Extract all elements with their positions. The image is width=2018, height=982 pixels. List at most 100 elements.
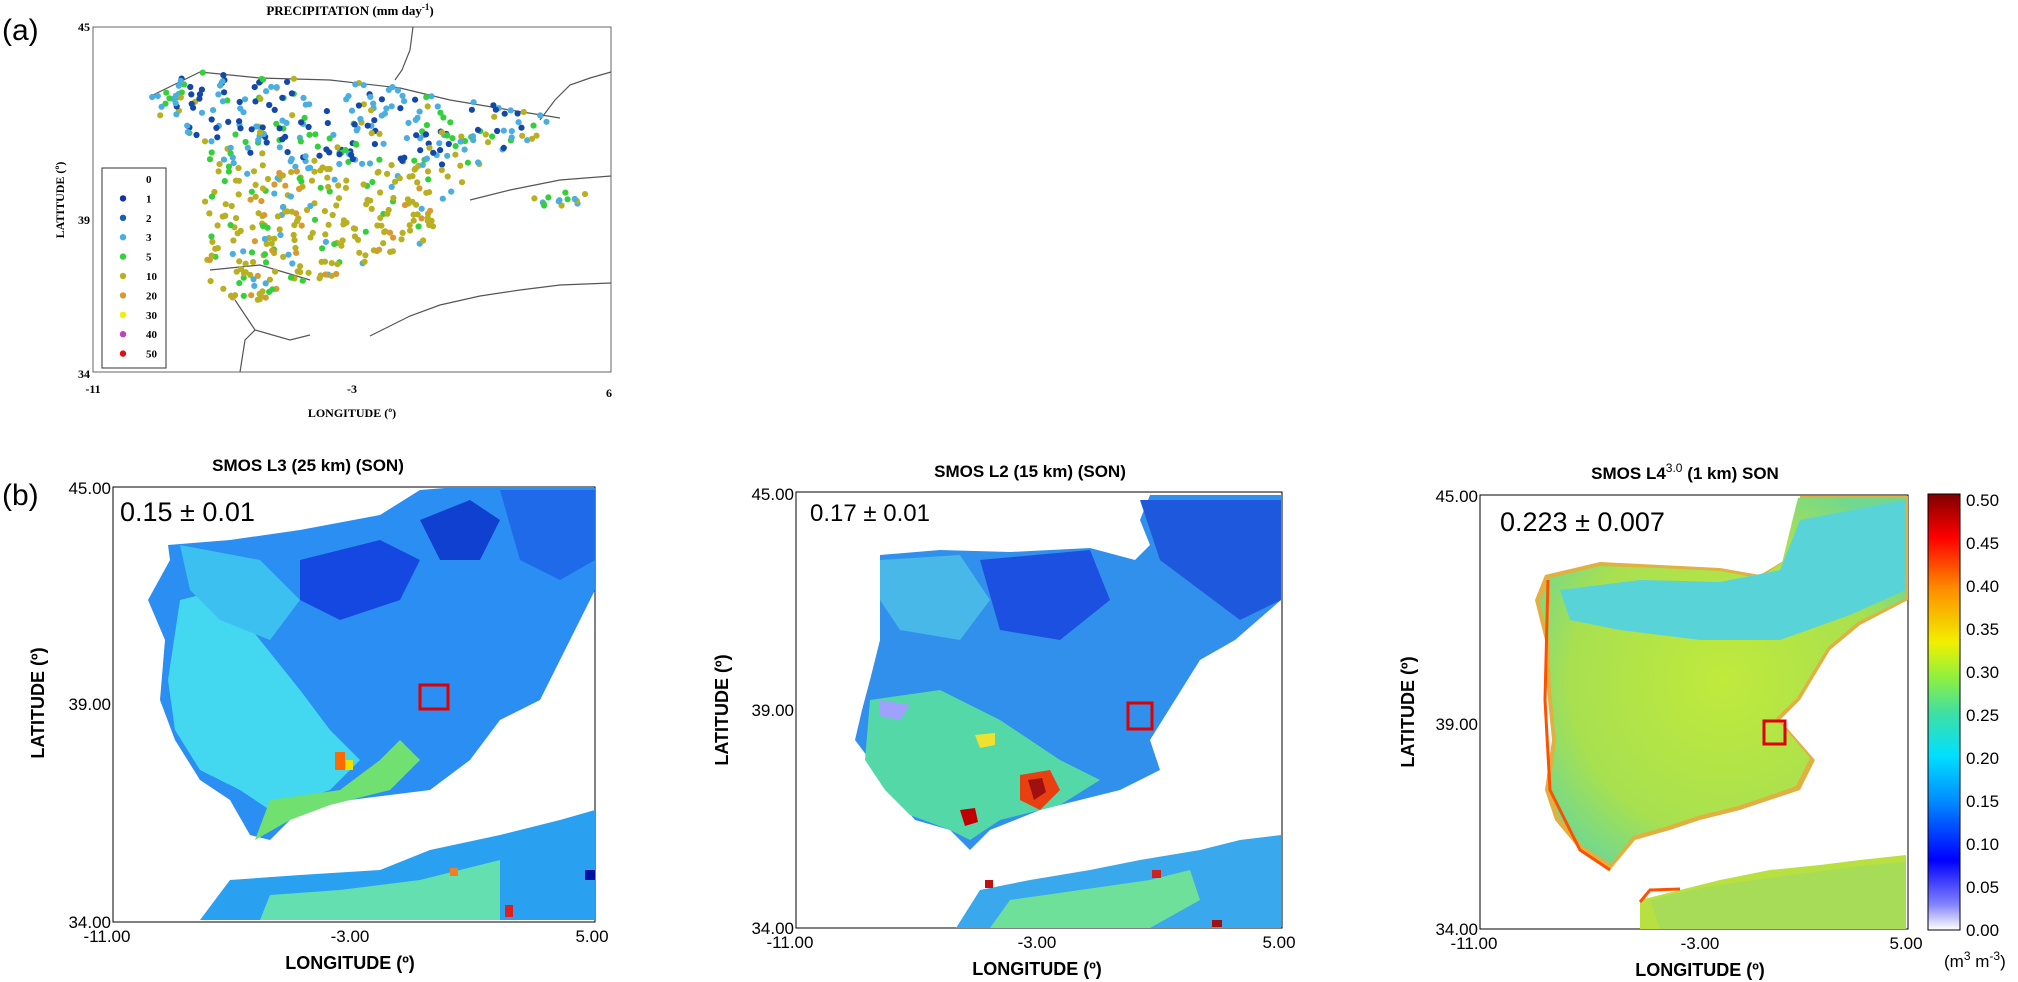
station-dot [206,210,213,217]
station-dot [230,160,237,167]
station-dot [221,178,228,185]
colorbar-tick-label: 0.25 [1966,706,1999,725]
station-dot [290,75,297,82]
panel-a-legend [101,167,167,369]
station-dot [206,156,214,163]
station-dot [338,242,345,249]
station-dot [238,266,245,273]
pa-xtick-6: 6 [606,386,612,400]
station-dot [279,136,286,143]
station-dot [240,248,247,255]
station-dot [437,147,444,154]
station-dot [291,237,298,244]
station-dot [439,195,446,202]
station-dot [357,115,364,123]
station-dot [414,179,421,186]
station-dot [414,211,421,218]
station-dot [491,113,498,120]
station-dot [225,118,232,125]
station-dot [419,161,426,168]
station-dot [461,146,468,153]
station-dot [562,189,569,196]
station-dot [364,122,371,129]
station-dot [269,247,276,254]
map2-xtick-neg11: -11.00 [767,933,814,952]
station-dot [427,207,434,214]
station-dot [166,95,173,102]
station-dot [230,237,237,244]
pa-ytick-45: 45 [78,20,90,34]
station-dot [530,122,537,129]
pa-ylabel: LATITUDE (º) [53,162,67,239]
map2-ylabel: LATITUDE (º) [712,654,732,765]
station-dot [227,292,235,299]
station-dot [284,149,291,156]
station-dot [244,144,251,151]
station-dot [449,135,456,142]
station-dot [293,168,300,175]
map2-xtick-5: 5.00 [1262,933,1295,952]
station-dot [284,208,291,215]
station-dot [235,191,242,198]
panel-a-letter: (a) [2,14,39,47]
station-dot [250,168,258,175]
station-dot [201,138,209,145]
station-dot [360,82,367,89]
station-dot [414,114,421,121]
station-dot [362,228,369,235]
station-dot [543,118,550,125]
station-dot [293,249,300,256]
station-dot [261,251,268,258]
station-dot [436,140,443,147]
station-dot [233,215,240,222]
station-dot [244,170,251,177]
station-dot [227,222,234,229]
station-dot [330,131,337,138]
map1-ytick-34: 34.00 [68,913,111,932]
station-dot [207,278,214,285]
station-dot [210,107,217,114]
station-dot [340,221,347,228]
station-dot [418,205,425,212]
legend-label-50: 50 [146,349,158,361]
station-dot [254,272,261,279]
station-dot [248,188,255,195]
station-dot [334,261,341,268]
station-dot [475,159,482,166]
station-dot [360,181,367,188]
station-dot [193,131,200,139]
colorbar-tick-label: 0.15 [1966,792,1999,811]
station-dot [177,94,184,101]
station-dot [316,152,323,159]
station-dot [508,128,515,135]
station-dot [371,141,378,148]
station-dot [276,226,283,233]
station-dot [391,178,399,185]
station-dot [268,83,275,90]
station-dot [229,250,236,258]
station-dot [241,270,248,277]
station-dot [262,259,270,266]
map1-ytick-45: 45.00 [68,479,111,498]
station-dot [220,285,227,292]
station-dot [311,157,318,164]
station-dot [177,77,184,84]
station-dot [331,241,338,248]
station-dot [444,152,451,159]
station-dot [377,214,384,221]
station-dot [258,198,265,205]
station-dot [458,133,465,140]
station-dot [154,93,161,100]
station-dot [335,182,342,189]
station-dot [406,173,413,180]
station-dot [380,240,387,247]
station-dot [202,198,209,205]
map2-ytick-45: 45.00 [751,485,794,504]
station-dot [221,89,228,96]
station-dot [229,154,236,161]
station-dot [256,296,263,303]
station-dot [299,277,306,284]
station-dot [251,84,258,91]
station-dot [282,182,289,189]
station-dot [252,193,259,200]
